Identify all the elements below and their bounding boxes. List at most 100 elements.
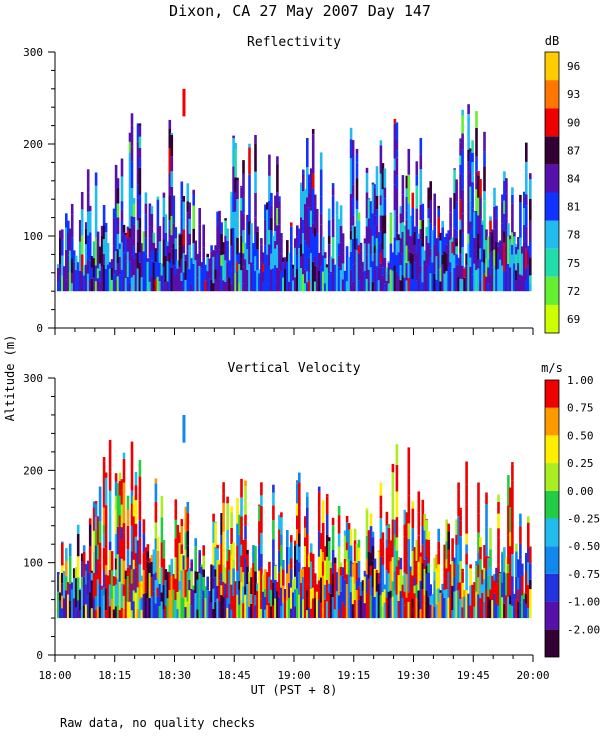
data-cell [57,264,60,268]
data-cell [407,250,411,262]
data-cell [479,197,482,220]
data-cell [178,580,182,591]
data-cell [132,502,136,517]
data-cell [182,245,186,254]
data-cell [509,546,512,570]
data-cell [232,542,235,560]
data-cell [403,245,407,261]
data-cell [80,577,84,589]
data-cell [136,220,140,230]
data-cell [296,515,299,530]
data-cell [473,237,476,250]
data-cell [477,233,480,260]
data-cell [180,544,184,554]
data-cell [489,274,492,292]
data-cell [176,572,180,592]
data-cell [200,268,203,292]
data-cell [84,570,88,585]
data-cell [154,603,158,619]
data-cell [407,474,411,496]
data-cell [164,282,168,292]
data-cell [244,594,247,619]
data-cell [527,584,530,608]
data-cell [164,256,168,283]
data-cell [268,244,271,267]
data-cell [381,215,385,230]
data-cell [262,263,265,272]
data-cell [389,590,393,599]
data-cell [357,577,361,587]
data-cell [415,560,419,585]
data-cell [67,255,70,266]
data-cell [469,266,472,292]
data-cell [104,222,108,233]
data-cell [196,571,199,580]
data-cell [70,258,74,273]
data-cell [363,270,367,292]
data-cell [467,161,470,173]
data-cell [405,245,409,264]
data-cell [319,155,323,170]
data-cell [433,244,436,253]
data-cell [505,557,508,574]
data-cell [106,585,110,598]
data-cell [453,228,456,245]
data-cell [367,605,371,619]
data-cell [104,610,108,618]
data-cell [186,545,190,558]
data-cell [272,561,275,583]
data-cell [461,115,464,134]
data-cell [254,143,257,172]
data-cell [80,209,84,236]
data-cell [122,523,126,533]
data-cell [138,252,142,263]
data-cell [128,162,132,191]
data-cell [168,148,172,174]
data-cell [226,240,229,263]
data-cell [511,254,514,263]
data-cell [309,227,313,254]
data-cell [306,557,309,583]
data-cell [523,243,526,263]
data-cell [208,591,211,597]
data-cell [383,178,387,188]
data-cell [226,517,229,530]
data-cell [397,601,401,618]
data-cell [451,237,454,242]
data-cell [321,531,325,552]
data-cell [208,258,211,279]
data-cell [68,272,72,292]
data-cell [405,196,409,211]
data-cell [383,215,387,234]
data-cell [319,152,323,155]
data-cell [459,520,462,537]
colorbar-label: -0.75 [567,568,600,581]
data-cell [317,486,321,492]
data-cell [246,554,249,567]
data-cell [485,589,488,618]
data-cell [224,220,227,236]
data-cell [280,512,283,518]
data-cell [447,523,450,532]
data-cell [407,592,411,602]
data-cell [523,262,526,292]
data-cell [465,264,468,292]
data-cell [511,576,514,591]
data-cell [242,173,245,198]
data-cell [479,573,482,599]
data-cell [465,564,468,591]
data-cell [234,149,237,178]
data-cell [110,259,114,268]
data-cell [355,154,359,163]
reflectivity-data [57,88,532,292]
data-cell [290,558,293,569]
data-cell [483,273,486,292]
data-cell [345,562,349,575]
data-cell [465,544,468,554]
data-cell [94,237,98,266]
data-cell [519,513,522,527]
data-cell [445,568,448,590]
data-cell [142,231,146,252]
data-cell [124,270,128,278]
data-cell [365,226,369,255]
